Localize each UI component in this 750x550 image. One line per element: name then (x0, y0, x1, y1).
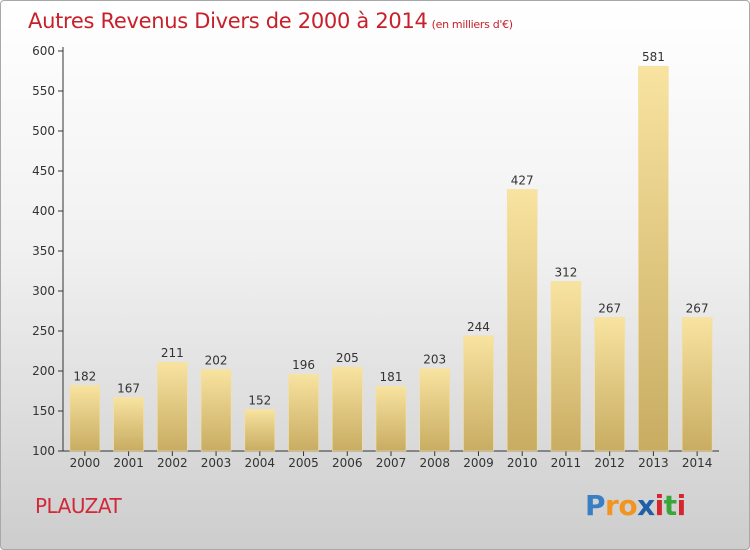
x-tick-label: 2014 (682, 456, 713, 470)
x-tick-label: 2001 (113, 456, 144, 470)
y-tick-label: 500 (32, 124, 55, 138)
x-tick-label: 2011 (551, 456, 582, 470)
y-tick-label: 600 (32, 44, 55, 58)
bar (594, 317, 625, 452)
value-label: 581 (642, 50, 665, 64)
y-tick-label: 200 (32, 364, 55, 378)
proxiti-logo: Proxiti (585, 489, 686, 522)
logo-letter: P (585, 489, 606, 522)
bar (638, 65, 669, 452)
y-tick-label: 550 (32, 84, 55, 98)
y-tick-label: 100 (32, 444, 55, 458)
bar (375, 385, 407, 452)
logo-letter: t (663, 489, 677, 522)
bar (200, 369, 232, 452)
x-tick-label: 2000 (70, 456, 101, 470)
chart-title: Autres Revenus Divers de 2000 à 2014 (en … (28, 9, 513, 33)
bar (244, 409, 276, 452)
y-tick-label: 400 (32, 204, 55, 218)
bar (681, 317, 713, 452)
value-label: 427 (511, 173, 534, 187)
chart-subtitle: (en milliers d'€) (431, 18, 513, 31)
bar (506, 189, 538, 452)
bar (419, 368, 451, 452)
value-label: 152 (248, 393, 271, 407)
axes: 100 150 200 250 300 350 400 450 500 550 600 2000 200… (32, 44, 719, 470)
x-tick-label: 2002 (157, 456, 188, 470)
bar (157, 361, 188, 452)
chart-title-text: Autres Revenus Divers de 2000 à 2014 (28, 9, 428, 33)
x-tick-label: 2010 (507, 456, 538, 470)
value-label: 202 (205, 353, 228, 367)
bar (463, 335, 494, 452)
y-tick-label: 300 (32, 284, 55, 298)
bar (288, 373, 319, 452)
bar (69, 385, 101, 452)
y-tick-label: 450 (32, 164, 55, 178)
value-labels: 182 167 211 202 152 196 205 181 203 244 427 312 267 5… (73, 50, 708, 407)
y-tick-label: 150 (32, 404, 55, 418)
logo-letter: r (605, 489, 619, 522)
x-tick-label: 2005 (288, 456, 319, 470)
commune-name: PLAUZAT (35, 494, 122, 518)
y-tick-label: 250 (32, 324, 55, 338)
value-label: 182 (73, 369, 96, 383)
logo-letter: o (618, 489, 638, 522)
value-label: 205 (336, 351, 359, 365)
x-tick-label: 2003 (201, 456, 232, 470)
value-label: 203 (423, 353, 446, 367)
x-tick-label: 2006 (332, 456, 363, 470)
bar (331, 366, 363, 452)
logo-letter: i (654, 489, 665, 522)
logo-letter: x (637, 489, 655, 522)
x-tick-label: 2007 (376, 456, 407, 470)
value-label: 312 (554, 265, 577, 279)
value-label: 196 (292, 358, 315, 372)
x-tick-label: 2013 (638, 456, 669, 470)
bars (69, 65, 713, 452)
bar (550, 281, 582, 452)
x-tick-label: 2012 (594, 456, 625, 470)
value-label: 267 (598, 301, 621, 315)
x-tick-label: 2009 (463, 456, 494, 470)
value-label: 267 (686, 301, 709, 315)
y-tick-label: 350 (32, 244, 55, 258)
bar (113, 397, 144, 452)
value-label: 167 (117, 381, 140, 395)
value-label: 244 (467, 320, 490, 334)
logo-letter: i (676, 489, 687, 522)
value-label: 211 (161, 346, 184, 360)
value-label: 181 (380, 370, 403, 384)
x-tick-label: 2008 (419, 456, 450, 470)
x-tick-label: 2004 (245, 456, 276, 470)
